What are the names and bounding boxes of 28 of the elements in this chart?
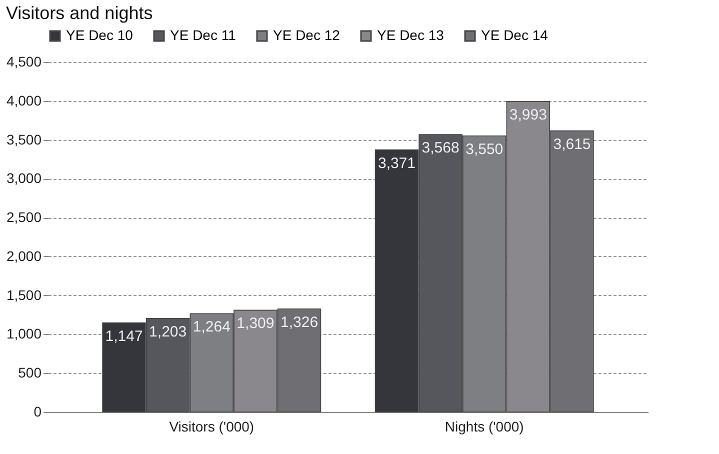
y-tick-label: 1,000 (6, 326, 42, 342)
y-tick-label: 2,500 (6, 209, 42, 226)
y-tick-label: 4,000 (6, 92, 42, 108)
legend-label: YE Dec 14 (481, 27, 548, 43)
data-label: 1,203 (149, 323, 187, 340)
legend-label: YE Dec 10 (66, 27, 134, 43)
y-tick-label: 0 (34, 404, 42, 420)
y-tick-label: 3,500 (6, 131, 42, 148)
data-label: 3,550 (466, 140, 504, 158)
data-label: 3,371 (378, 154, 416, 172)
y-tick-label: 4,500 (6, 54, 42, 70)
x-tick-label: Visitors ('000) (169, 418, 254, 434)
data-label: 1,147 (105, 328, 143, 345)
data-label: 3,568 (422, 139, 460, 156)
y-tick-label: 3,000 (6, 170, 42, 186)
chart-title: Visitors and nights (6, 3, 153, 23)
y-tick-label: 500 (18, 364, 42, 381)
y-tick-label: 1,500 (6, 286, 42, 303)
y-tick-label: 2,000 (6, 248, 42, 264)
data-label: 1,264 (192, 318, 230, 336)
data-label: 1,309 (236, 315, 274, 332)
x-tick-label: Nights ('000) (444, 418, 524, 434)
legend-label: YE Dec 12 (273, 27, 340, 43)
data-label: 3,615 (553, 136, 591, 153)
data-label: 3,993 (509, 106, 547, 124)
data-label: 1,326 (280, 314, 318, 331)
legend-label: YE Dec 11 (170, 27, 236, 43)
legend-label: YE Dec 13 (377, 27, 444, 43)
